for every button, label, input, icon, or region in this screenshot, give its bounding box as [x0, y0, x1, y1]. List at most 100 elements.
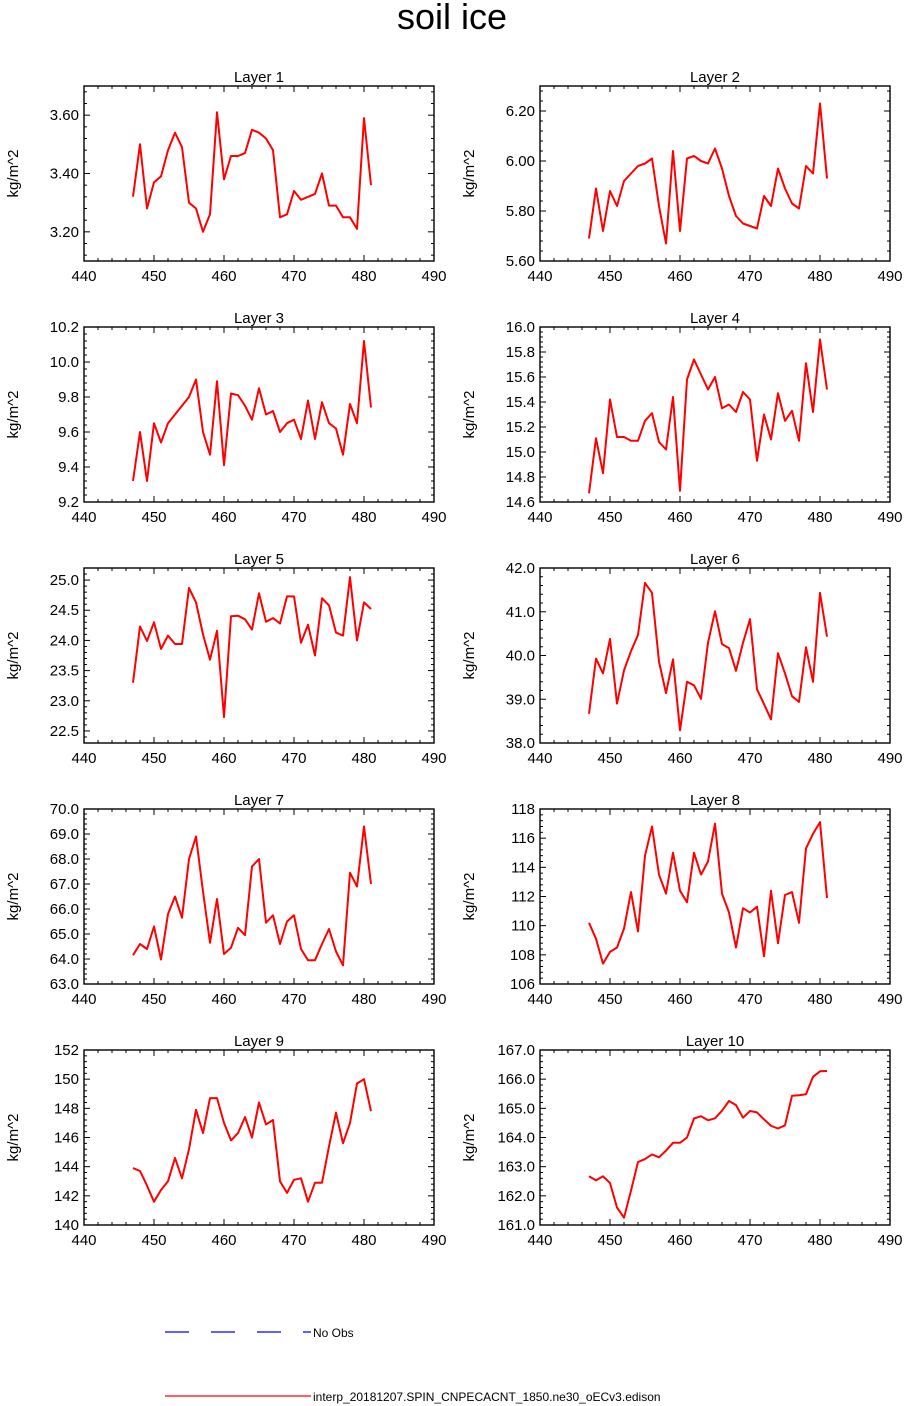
- panel-title: Layer 7: [234, 792, 284, 809]
- panel-title: Layer 6: [690, 551, 740, 568]
- y-tick-label: 152: [54, 1042, 79, 1059]
- x-tick-label: 450: [141, 750, 166, 767]
- x-tick-label: 490: [421, 268, 446, 285]
- y-tick-label: 9.8: [58, 389, 79, 406]
- y-tick-label: 116: [511, 830, 535, 847]
- y-tick-label: 5.80: [506, 203, 535, 220]
- y-tick-label: 112: [511, 889, 535, 906]
- model-series-line: [132, 576, 372, 719]
- x-tick-label: 440: [527, 268, 552, 285]
- y-tick-label: 15.2: [506, 419, 535, 436]
- y-tick-label: 9.6: [58, 424, 79, 441]
- obs-legend-label: No Obs: [313, 1326, 354, 1340]
- panel-layer-5: Layer 5 440 450 460 470 480 490 22.5 23.0 23.5 24.…: [5, 551, 447, 767]
- plot-frame: [539, 326, 891, 503]
- x-tick-label: 490: [877, 750, 902, 767]
- x-tick-label: 480: [351, 268, 376, 285]
- x-tick-label: 440: [527, 509, 552, 526]
- y-tick-label: 110: [511, 918, 535, 935]
- x-tick-label: 450: [141, 1232, 166, 1249]
- y-tick-label: 69.0: [50, 826, 79, 843]
- x-tick-label: 470: [737, 509, 762, 526]
- y-axis-label: kg/m^2: [461, 150, 478, 198]
- y-tick-label: 22.5: [50, 723, 79, 740]
- plot-frame: [539, 808, 891, 985]
- y-tick-label: 10.0: [50, 354, 79, 371]
- plot-frame: [83, 326, 435, 503]
- plot-frame: [539, 1049, 891, 1226]
- x-tick-label: 450: [141, 268, 166, 285]
- model-series-line: [132, 825, 372, 967]
- model-series-line: [132, 111, 372, 233]
- y-axis-label: kg/m^2: [461, 391, 478, 439]
- x-tick-label: 470: [737, 750, 762, 767]
- y-tick-label: 15.6: [506, 369, 535, 386]
- plot-frame: [83, 1049, 435, 1226]
- x-tick-label: 460: [211, 1232, 236, 1249]
- y-tick-label: 66.0: [50, 901, 79, 918]
- model-series-line: [588, 1070, 828, 1219]
- y-tick-label: 106: [510, 976, 535, 993]
- panel-title: Layer 10: [686, 1033, 744, 1050]
- plot-frame: [539, 85, 891, 262]
- panel-title: Layer 2: [690, 69, 740, 86]
- y-tick-label: 42.0: [506, 560, 535, 577]
- model-series-line: [588, 581, 828, 732]
- plot-frame: [83, 808, 435, 985]
- x-tick-label: 460: [211, 268, 236, 285]
- panel-title: Layer 8: [690, 792, 740, 809]
- model-series-line: [132, 340, 372, 482]
- panel-layer-6: Layer 6 440 450 460 470 480 490 38.0 39.0 40.0 41.…: [461, 551, 903, 767]
- x-tick-label: 460: [211, 991, 236, 1008]
- y-tick-label: 15.0: [506, 444, 535, 461]
- x-tick-label: 480: [351, 750, 376, 767]
- y-tick-label: 3.20: [50, 224, 79, 241]
- x-tick-label: 440: [71, 750, 96, 767]
- x-tick-label: 440: [71, 991, 96, 1008]
- y-tick-label: 3.40: [50, 166, 79, 183]
- x-tick-label: 460: [667, 991, 692, 1008]
- x-tick-label: 440: [71, 1232, 96, 1249]
- y-tick-label: 70.0: [50, 801, 79, 818]
- panel-title: Layer 9: [234, 1033, 284, 1050]
- y-tick-label: 5.60: [506, 253, 535, 270]
- model-series-line: [588, 821, 828, 965]
- y-axis-label: kg/m^2: [461, 1114, 478, 1162]
- y-tick-label: 25.0: [50, 572, 79, 589]
- y-tick-label: 40.0: [506, 648, 535, 665]
- x-tick-label: 440: [527, 1232, 552, 1249]
- x-tick-label: 480: [351, 509, 376, 526]
- y-tick-label: 38.0: [506, 735, 535, 752]
- y-tick-label: 166.0: [497, 1071, 535, 1088]
- x-tick-label: 490: [877, 268, 902, 285]
- x-tick-label: 460: [667, 509, 692, 526]
- x-tick-label: 440: [71, 509, 96, 526]
- x-tick-label: 480: [807, 268, 832, 285]
- y-tick-label: 167.0: [497, 1042, 535, 1059]
- y-tick-label: 114: [511, 859, 535, 876]
- y-tick-label: 63.0: [50, 976, 79, 993]
- y-tick-label: 24.0: [50, 632, 79, 649]
- y-tick-label: 165.0: [497, 1100, 535, 1117]
- y-tick-label: 163.0: [497, 1159, 535, 1176]
- x-tick-label: 460: [667, 268, 692, 285]
- y-tick-label: 164.0: [497, 1130, 535, 1147]
- panel-layer-8: Layer 8 440 450 460 470 480 490 106 108 110 112 114…: [461, 792, 903, 1008]
- y-tick-label: 64.0: [50, 951, 79, 968]
- x-tick-label: 470: [737, 1232, 762, 1249]
- y-tick-label: 24.5: [50, 602, 79, 619]
- model-legend-label: interp_20181207.SPIN_CNPECACNT_1850.ne30…: [313, 1390, 661, 1404]
- y-tick-label: 162.0: [497, 1188, 535, 1205]
- panel-title: Layer 5: [234, 551, 284, 568]
- x-tick-label: 490: [421, 750, 446, 767]
- x-tick-label: 470: [737, 991, 762, 1008]
- y-tick-label: 15.4: [506, 394, 535, 411]
- y-tick-label: 39.0: [506, 691, 535, 708]
- y-tick-label: 6.20: [506, 103, 535, 120]
- x-tick-label: 480: [807, 1232, 832, 1249]
- model-series-line: [132, 1078, 372, 1203]
- page-title: soil ice: [397, 0, 507, 37]
- x-tick-label: 460: [667, 1232, 692, 1249]
- x-tick-label: 490: [877, 509, 902, 526]
- panel-layer-1: Layer 1 440 450 460 470 480 490 3.20 3.40 3.60 kg/…: [5, 69, 447, 285]
